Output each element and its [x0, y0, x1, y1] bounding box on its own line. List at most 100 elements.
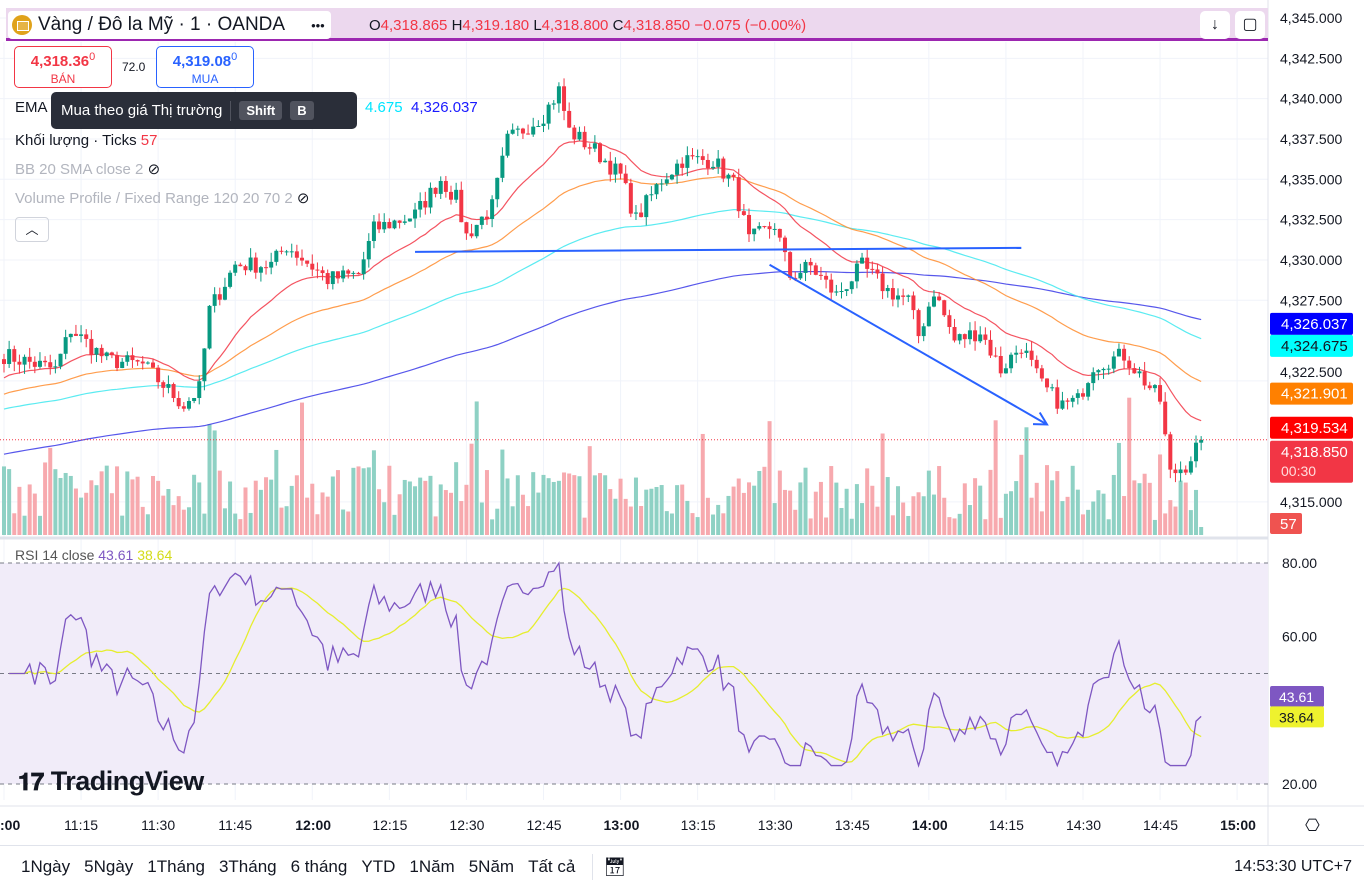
candle — [217, 294, 222, 300]
range-6m[interactable]: 6 tháng — [290, 857, 348, 876]
volume-bar — [618, 478, 623, 535]
candle — [176, 398, 181, 407]
volume-bar — [1173, 506, 1178, 535]
range-1y[interactable]: 1Năm — [409, 857, 455, 876]
legend-ema[interactable]: EMA 4.675 4,326.037 — [15, 99, 478, 116]
volume-bar — [983, 519, 988, 535]
volume-bar — [212, 430, 217, 535]
clock-timezone[interactable]: 14:53:30 UTC+7 — [1234, 858, 1352, 875]
chart-canvas[interactable]: 4,345.000 4,342.500 4,340.000 4,337.500 4,33… — [0, 0, 1364, 845]
volume-bar — [371, 450, 376, 535]
volume-bar — [449, 492, 454, 535]
buy-button[interactable]: 4,319.080 MUA — [156, 46, 254, 88]
tradingview-watermark: 𝟏𝟕 TradingView — [18, 766, 204, 796]
volume-bar — [1122, 496, 1127, 535]
candle — [741, 211, 746, 215]
symbol-title[interactable]: Vàng / Đô la Mỹ · 1 · OANDA ••• — [8, 11, 331, 39]
candle — [84, 334, 89, 339]
goto-date-icon[interactable]: 📅︎ — [603, 856, 627, 877]
volume-bar — [294, 475, 299, 535]
volume-bar — [767, 421, 772, 535]
candle — [125, 355, 130, 362]
volume-bar — [931, 494, 936, 535]
fullscreen-icon[interactable]: ▢ — [1235, 11, 1265, 39]
volume-bar — [397, 494, 402, 535]
volume-bar — [84, 492, 89, 535]
candle — [186, 401, 191, 409]
volume-bar — [222, 508, 227, 535]
volume-bar — [901, 502, 906, 535]
volume-bar — [171, 505, 176, 535]
ema100-tag-text: 4,324.675 — [1281, 338, 1348, 355]
volume-bar — [166, 489, 171, 535]
volume-bar — [520, 494, 525, 535]
volume-bar — [782, 489, 787, 535]
volume-bar — [515, 475, 520, 535]
candle — [860, 257, 865, 264]
range-ytd[interactable]: YTD — [361, 857, 396, 876]
more-icon[interactable]: ••• — [311, 17, 325, 33]
volume-bar — [844, 488, 849, 535]
range-3m[interactable]: 3Tháng — [218, 857, 277, 876]
time-tick-label: 12:15 — [372, 817, 407, 833]
volume-bar — [454, 462, 459, 535]
hidden-eye-icon[interactable]: ⊘ — [296, 190, 310, 207]
candle — [505, 133, 510, 156]
range-all[interactable]: Tất cả — [528, 857, 576, 876]
volume-bar — [526, 506, 531, 535]
candle — [32, 361, 37, 367]
range-5y[interactable]: 5Năm — [468, 857, 515, 876]
range-1m[interactable]: 1Tháng — [147, 857, 205, 876]
time-tick-label: 12:30 — [449, 817, 484, 833]
volume-bar — [104, 465, 109, 535]
legend-bb[interactable]: BB 20 SMA close 2 ⊘ — [15, 161, 161, 178]
sell-button[interactable]: 4,318.360 BÁN — [14, 46, 112, 88]
candle — [546, 104, 551, 124]
candle — [716, 158, 721, 167]
candle — [449, 191, 454, 200]
volume-bar — [562, 472, 567, 535]
candle — [926, 306, 931, 327]
candle — [798, 272, 803, 279]
candle — [916, 310, 921, 337]
volume-bar — [1014, 481, 1019, 535]
volume-bar — [1142, 473, 1147, 535]
candle — [104, 352, 109, 357]
volume-bar — [490, 519, 495, 535]
volume-bar — [716, 504, 721, 535]
ema20-line — [3, 140, 1202, 422]
candle — [1024, 350, 1029, 353]
hidden-eye-icon[interactable]: ⊘ — [147, 161, 161, 178]
candle — [608, 160, 613, 175]
volume-bar — [1152, 519, 1157, 535]
candle — [130, 355, 135, 361]
range-5d[interactable]: 5Ngày — [84, 857, 134, 876]
candle — [258, 267, 263, 273]
volume-bar — [906, 515, 911, 535]
legend-rsi[interactable]: RSI 14 close 43.61 38.64 — [15, 547, 173, 563]
candle — [931, 296, 936, 307]
ema20-tag-text: 4,319.534 — [1281, 420, 1348, 437]
legend-volume[interactable]: Khối lượng · Ticks 57 — [15, 132, 158, 149]
candle — [762, 226, 767, 228]
candle — [1086, 383, 1091, 397]
legend-volume-profile[interactable]: Volume Profile / Fixed Range 120 20 70 2… — [15, 190, 310, 207]
ema50-line — [3, 176, 1202, 395]
candle — [731, 174, 736, 178]
volume-bar — [772, 503, 777, 535]
volume-bar — [947, 517, 952, 535]
ema50-tag-text: 4,321.901 — [1281, 386, 1348, 403]
volume-bar — [695, 517, 700, 535]
scroll-down-icon[interactable]: ↓ — [1200, 11, 1230, 39]
candle — [803, 261, 808, 273]
volume-bar — [356, 466, 361, 535]
candle — [294, 251, 299, 258]
candle — [973, 330, 978, 342]
range-1d[interactable]: 1Ngày — [21, 857, 71, 876]
candle — [264, 267, 269, 269]
candle — [962, 334, 967, 340]
volume-bar — [418, 477, 423, 535]
volume-bar — [335, 470, 340, 535]
time-tick-label: 11:15 — [64, 817, 98, 833]
collapse-legend-button[interactable]: ︿ — [15, 217, 49, 242]
